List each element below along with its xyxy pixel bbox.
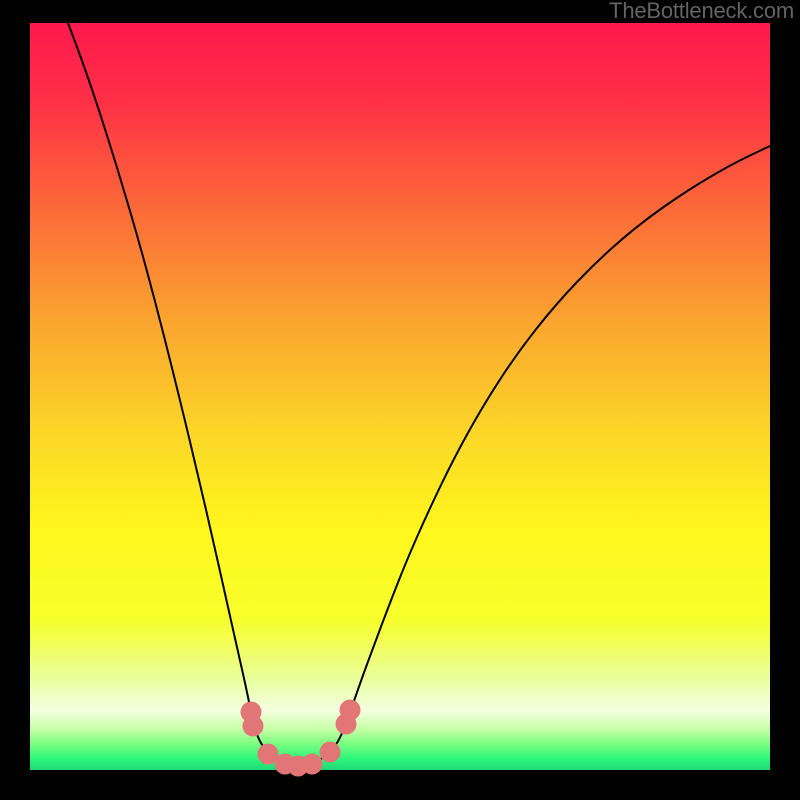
bottleneck-chart [0,0,800,800]
chart-frame: TheBottleneck.com [0,0,800,800]
data-dot [340,700,361,721]
data-dot [243,716,264,737]
data-dot [320,742,341,763]
data-dot [302,754,323,775]
watermark-label: TheBottleneck.com [609,0,794,22]
gradient-panel [30,23,770,770]
